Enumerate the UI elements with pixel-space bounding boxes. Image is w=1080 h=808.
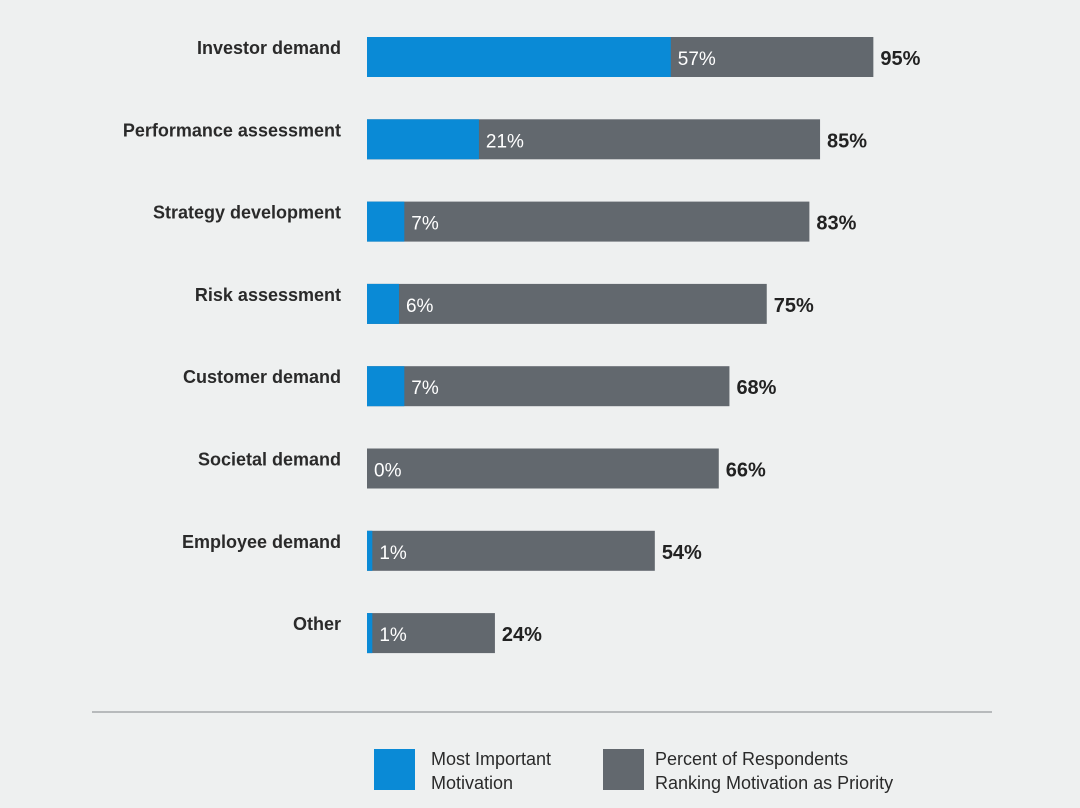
category-label: Employee demand	[182, 532, 341, 552]
bar-priority	[367, 613, 495, 654]
bar-label-priority: 54%	[662, 542, 702, 564]
bar-most-important	[367, 37, 671, 77]
bar-priority	[367, 448, 719, 489]
bar-most-important	[367, 283, 399, 324]
legend: Most Important Motivation Percent of Respo…	[374, 749, 893, 793]
legend-swatch	[374, 749, 415, 790]
category-label: Risk assessment	[195, 285, 341, 305]
bar-label-priority: 68%	[736, 377, 776, 399]
bar-label-most-important: 0%	[374, 461, 402, 482]
category-label: Performance assessment	[123, 120, 341, 140]
bar-label-priority: 95%	[880, 48, 920, 70]
legend-swatch	[603, 749, 644, 790]
bar-label-most-important: 21%	[486, 131, 524, 152]
bars-layer: Investor demand 57% 95% Performance assessm…	[123, 37, 921, 654]
bar-most-important	[367, 119, 479, 160]
category-label: Investor demand	[197, 38, 341, 58]
legend-label: Most Important	[431, 749, 551, 769]
bar-most-important	[367, 201, 405, 242]
bar-label-most-important: 7%	[411, 378, 439, 399]
bar-label-most-important: 1%	[379, 543, 407, 564]
bar-label-most-important: 57%	[678, 49, 716, 70]
bar-label-priority: 83%	[816, 213, 856, 235]
bar-most-important	[367, 613, 373, 654]
bar-most-important	[367, 530, 373, 571]
bar-priority	[367, 201, 810, 242]
bar-priority	[367, 366, 730, 407]
legend-label: Percent of Respondents	[655, 749, 848, 769]
bar-most-important	[367, 366, 405, 407]
bar-priority	[367, 283, 767, 324]
bar-priority	[367, 530, 655, 571]
legend-label: Ranking Motivation as Priority	[655, 773, 893, 793]
bar-label-priority: 24%	[502, 624, 542, 646]
bar-label-priority: 66%	[726, 460, 766, 482]
bar-label-priority: 75%	[774, 295, 814, 317]
bar-label-most-important: 7%	[411, 214, 439, 235]
category-label: Customer demand	[183, 367, 341, 387]
legend-label: Motivation	[431, 773, 513, 793]
category-label: Strategy development	[153, 203, 341, 223]
bar-label-priority: 85%	[827, 130, 867, 152]
category-label: Other	[293, 614, 341, 634]
bar-label-most-important: 6%	[406, 296, 434, 317]
category-label: Societal demand	[198, 450, 341, 470]
bar-label-most-important: 1%	[379, 625, 407, 646]
